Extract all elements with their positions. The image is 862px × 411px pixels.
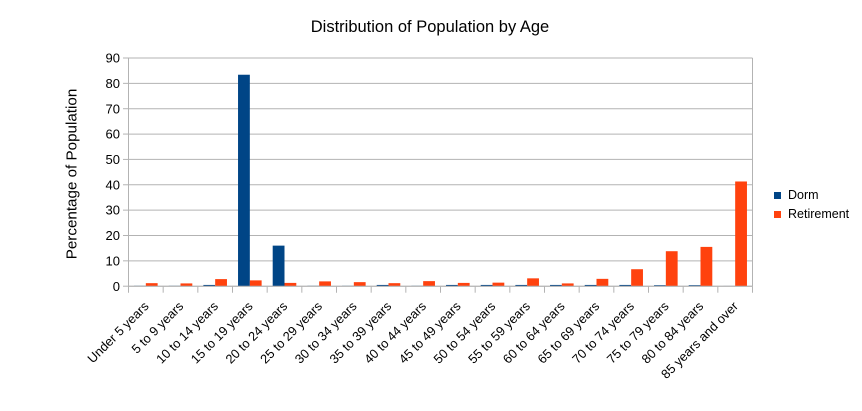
bar-retirement-7 (388, 283, 401, 287)
bar-dorm-16 (688, 285, 701, 287)
bar-dorm-11 (515, 284, 528, 287)
y-tick-label-20: 20 (106, 228, 120, 243)
legend-swatch-retirement (774, 210, 781, 218)
chart-title: Distribution of Population by Age (310, 18, 550, 36)
bar-retirement-5 (319, 281, 331, 287)
bar-retirement-2 (215, 279, 227, 287)
bar-dorm-13 (584, 284, 597, 287)
bar-retirement-3 (249, 280, 262, 287)
bar-dorm-2 (203, 284, 216, 287)
legend: Dorm Retirement (774, 186, 849, 224)
y-tick-label-30: 30 (106, 203, 120, 218)
bar-retirement-4 (284, 282, 297, 287)
bar-dorm-10 (480, 284, 493, 287)
y-tick-label-60: 60 (106, 127, 120, 142)
bar-dorm-3 (238, 74, 250, 287)
bar-retirement-14 (631, 269, 643, 287)
bar-retirement-1 (180, 283, 193, 287)
bar-retirement-15 (665, 251, 678, 287)
bar-dorm-9 (446, 284, 458, 287)
bar-dorm-14 (619, 284, 632, 287)
y-tick-label-40: 40 (106, 177, 120, 192)
bar-retirement-10 (492, 282, 505, 287)
y-tick-label-70: 70 (106, 101, 120, 116)
legend-item-retirement: Retirement (774, 205, 849, 224)
legend-label-dorm: Dorm (788, 188, 819, 202)
legend-item-dorm: Dorm (774, 186, 849, 205)
bar-dorm-15 (654, 285, 666, 287)
bar-retirement-6 (353, 282, 366, 287)
y-tick-label-0: 0 (113, 279, 120, 294)
bar-retirement-8 (423, 281, 435, 287)
bar-retirement-17 (735, 181, 747, 287)
bar-retirement-9 (457, 282, 470, 287)
y-tick-label-50: 50 (106, 152, 120, 167)
y-tick-label-10: 10 (106, 253, 120, 268)
y-tick-label-80: 80 (106, 76, 120, 91)
bar-dorm-7 (376, 284, 389, 287)
legend-label-retirement: Retirement (788, 207, 850, 221)
bar-dorm-4 (272, 245, 285, 287)
bar-dorm-12 (550, 284, 562, 287)
y-tick-label-90: 90 (106, 51, 120, 66)
bar-retirement-12 (561, 283, 574, 287)
legend-swatch-dorm (774, 191, 781, 199)
bar-retirement-11 (527, 278, 539, 287)
bar-retirement-13 (596, 278, 609, 287)
bar-retirement-0 (145, 283, 158, 287)
bar-retirement-16 (700, 246, 713, 287)
